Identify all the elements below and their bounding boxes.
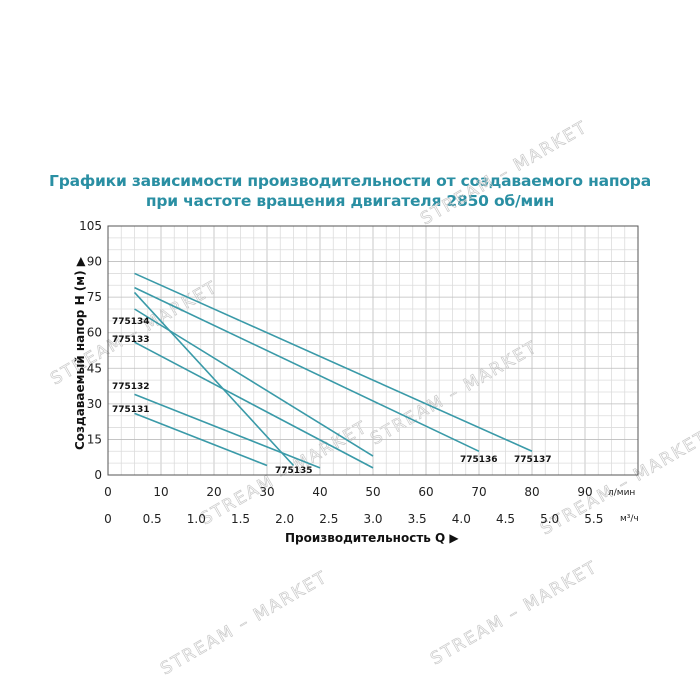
x-tick-label-m3h: 0.5 [143,512,162,526]
series-line-775135 [133,291,295,467]
series-line-775133 [134,341,374,469]
watermark-text: STREAM – MARKET [367,337,541,449]
series-line-775132 [134,393,321,469]
x-tick-label-lmin: 60 [418,485,433,499]
x-tick-label-m3h: 1.0 [187,512,206,526]
series-line-775137 [134,272,533,453]
y-tick-label: 75 [87,290,102,304]
chart-title: Графики зависимости производительности о… [49,172,651,190]
y-tick-label: 0 [94,468,102,482]
x-tick-label-m3h: 5.0 [540,512,559,526]
series-label-775132: 775132 [112,382,150,392]
x-tick-label-lmin: 30 [259,485,274,499]
y-tick-label: 90 [87,255,102,269]
series-line-775131 [134,412,268,467]
x-tick-label-lmin: 50 [365,485,380,499]
y-tick-label: 105 [79,219,102,233]
watermark-text: STREAM – MARKET [417,117,591,229]
series-layer [133,272,533,469]
x-unit-top: л/мин [608,488,635,498]
watermark-text: STREAM – MARKET [157,567,331,679]
x-tick-label-m3h: 4.0 [452,512,471,526]
chart-subtitle: при частоте вращения двигателя 2850 об/м… [145,192,555,210]
series-labels: 775131 775132 775133 775134 775135 775136 7751… [112,317,552,476]
series-label-775137: 775137 [514,455,552,465]
x-tick-label-m3h: 2.0 [275,512,294,526]
plot-frame [107,225,639,476]
watermark-text: STREAM – MARKET [427,557,601,669]
y-tick-label: 45 [87,361,102,375]
series-label-775131: 775131 [112,405,150,415]
x-axis-label: Производительность Q ▶ [285,531,459,545]
x-tick-label-m3h: 5.5 [584,512,603,526]
watermark-text: STREAM – MARKET [537,427,700,539]
y-axis-label: Создаваемый напор H (м) ▶ [73,256,87,450]
x-tick-label-lmin: 80 [524,485,539,499]
y-tick-label: 30 [87,397,102,411]
series-label-775135: 775135 [275,466,313,476]
x-unit-bottom: м³/ч [620,514,639,524]
series-label-775134: 775134 [112,317,150,327]
x-tick-label-m3h: 0 [104,512,112,526]
x-tick-label-lmin: 70 [471,485,486,499]
x-tick-label-m3h: 1.5 [231,512,250,526]
series-label-775133: 775133 [112,335,150,345]
x-tick-label-lmin: 10 [153,485,168,499]
y-tick-label: 15 [87,432,102,446]
series-line-775134 [134,308,374,457]
x-tick-label-m3h: 3.0 [363,512,382,526]
x-tick-label-lmin: 90 [577,485,592,499]
x-tick-label-lmin: 20 [206,485,221,499]
y-tick-label: 60 [87,326,102,340]
x-tick-label-m3h: 2.5 [319,512,338,526]
series-line-775136 [134,286,480,453]
series-label-775136: 775136 [460,455,498,465]
x-tick-label-m3h: 3.5 [408,512,427,526]
x-tick-label-lmin: 0 [104,485,112,499]
x-tick-label-lmin: 40 [312,485,327,499]
x-tick-label-m3h: 4.5 [496,512,515,526]
tick-labels: 0 15 30 45 60 75 90 105 0 10 20 30 40 50 60 70 80 90 0 0.5 1… [79,219,603,526]
grid [107,225,639,476]
